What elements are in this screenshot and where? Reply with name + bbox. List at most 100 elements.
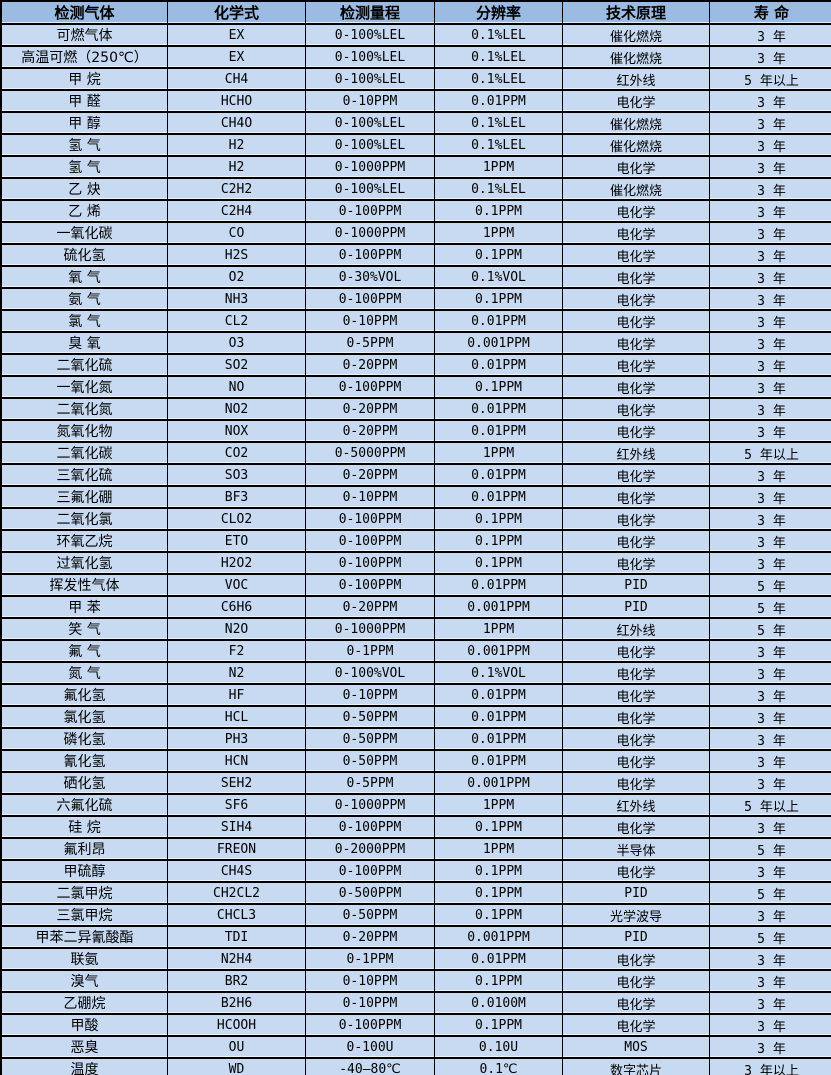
table-cell: 3 年 bbox=[710, 487, 831, 509]
table-cell: 0.01PPM bbox=[435, 399, 563, 421]
table-cell: -40—80℃ bbox=[306, 1059, 435, 1075]
table-cell: 0.1PPM bbox=[435, 1015, 563, 1037]
table-cell: HCL bbox=[168, 707, 306, 729]
table-cell: 硅 烷 bbox=[2, 817, 168, 839]
table-cell: 3 年 bbox=[710, 729, 831, 751]
table-cell: 过氧化氢 bbox=[2, 553, 168, 575]
table-cell: 0-10PPM bbox=[306, 971, 435, 993]
table-cell: N2O bbox=[168, 619, 306, 641]
table-cell: 3 年 bbox=[710, 1015, 831, 1037]
table-row: 二氧化碳 CO2 0-5000PPM 1PPM 红外线 5 年以上 bbox=[2, 443, 831, 465]
table-cell: 二氧化碳 bbox=[2, 443, 168, 465]
table-cell: 0.1%VOL bbox=[435, 663, 563, 685]
table-cell: 0-1000PPM bbox=[306, 795, 435, 817]
table-cell: 3 年 bbox=[710, 905, 831, 927]
table-cell: 1PPM bbox=[435, 443, 563, 465]
table-cell: 0.01PPM bbox=[435, 729, 563, 751]
table-cell: 电化学 bbox=[563, 817, 710, 839]
table-cell: 甲苯二异氰酸酯 bbox=[2, 927, 168, 949]
table-cell: 3 年 bbox=[710, 993, 831, 1015]
table-cell: 0-100PPM bbox=[306, 377, 435, 399]
table-cell: 0.001PPM bbox=[435, 333, 563, 355]
table-cell: 催化燃烧 bbox=[563, 135, 710, 157]
table-cell: 红外线 bbox=[563, 619, 710, 641]
table-cell: 六氟化硫 bbox=[2, 795, 168, 817]
table-cell: 3 年 bbox=[710, 1037, 831, 1059]
table-cell: 3 年 bbox=[710, 135, 831, 157]
table-cell: 联氨 bbox=[2, 949, 168, 971]
table-cell: H2S bbox=[168, 245, 306, 267]
table-cell: 电化学 bbox=[563, 1015, 710, 1037]
table-cell: CH4O bbox=[168, 113, 306, 135]
table-cell: 电化学 bbox=[563, 91, 710, 113]
table-row: 氟 气 F2 0-1PPM 0.001PPM 电化学 3 年 bbox=[2, 641, 831, 663]
table-row: 硅 烷 SIH4 0-100PPM 0.1PPM 电化学 3 年 bbox=[2, 817, 831, 839]
table-cell: 电化学 bbox=[563, 245, 710, 267]
table-cell: 0-100PPM bbox=[306, 1015, 435, 1037]
table-cell: N2H4 bbox=[168, 949, 306, 971]
table-cell: NH3 bbox=[168, 289, 306, 311]
table-cell: 0.001PPM bbox=[435, 597, 563, 619]
table-row: 甲 醛 HCHO 0-10PPM 0.01PPM 电化学 3 年 bbox=[2, 91, 831, 113]
table-cell: H2 bbox=[168, 157, 306, 179]
table-cell: 电化学 bbox=[563, 311, 710, 333]
table-cell: 0.1%LEL bbox=[435, 69, 563, 91]
table-row: 溴气 BR2 0-10PPM 0.1PPM 电化学 3 年 bbox=[2, 971, 831, 993]
table-cell: 0-10PPM bbox=[306, 993, 435, 1015]
table-cell: 氟化氢 bbox=[2, 685, 168, 707]
table-cell: 0-100PPM bbox=[306, 245, 435, 267]
table-cell: 5 年以上 bbox=[710, 443, 831, 465]
table-cell: 0.1%LEL bbox=[435, 113, 563, 135]
table-cell: F2 bbox=[168, 641, 306, 663]
table-cell: 0-1000PPM bbox=[306, 157, 435, 179]
table-cell: 1PPM bbox=[435, 157, 563, 179]
table-cell: 0.01PPM bbox=[435, 91, 563, 113]
table-row: 氢 气 H2 0-100%LEL 0.1%LEL 催化燃烧 3 年 bbox=[2, 135, 831, 157]
table-cell: O3 bbox=[168, 333, 306, 355]
table-cell: 0-10PPM bbox=[306, 311, 435, 333]
table-cell: C2H2 bbox=[168, 179, 306, 201]
table-cell: 三氟化硼 bbox=[2, 487, 168, 509]
table-cell: 0-100U bbox=[306, 1037, 435, 1059]
table-cell: 3 年 bbox=[710, 949, 831, 971]
table-cell: SO3 bbox=[168, 465, 306, 487]
table-row: 乙 炔 C2H2 0-100%LEL 0.1%LEL 催化燃烧 3 年 bbox=[2, 179, 831, 201]
table-cell: NOX bbox=[168, 421, 306, 443]
table-cell: CL2 bbox=[168, 311, 306, 333]
table-row: 硫化氢 H2S 0-100PPM 0.1PPM 电化学 3 年 bbox=[2, 245, 831, 267]
table-cell: BF3 bbox=[168, 487, 306, 509]
table-row: 乙 烯 C2H4 0-100PPM 0.1PPM 电化学 3 年 bbox=[2, 201, 831, 223]
table-cell: 1PPM bbox=[435, 619, 563, 641]
table-cell: 电化学 bbox=[563, 773, 710, 795]
table-cell: 甲酸 bbox=[2, 1015, 168, 1037]
table-cell: 0.1PPM bbox=[435, 289, 563, 311]
table-row: 挥发性气体 VOC 0-100PPM 0.01PPM PID 5 年 bbox=[2, 575, 831, 597]
table-cell: 0.1%LEL bbox=[435, 47, 563, 69]
table-cell: 0-10PPM bbox=[306, 685, 435, 707]
table-row: 二氧化硫 SO2 0-20PPM 0.01PPM 电化学 3 年 bbox=[2, 355, 831, 377]
table-cell: 电化学 bbox=[563, 223, 710, 245]
table-row: 甲 烷 CH4 0-100%LEL 0.1%LEL 红外线 5 年以上 bbox=[2, 69, 831, 91]
table-cell: 3 年以上 bbox=[710, 1059, 831, 1075]
table-cell: PID bbox=[563, 597, 710, 619]
column-header-range: 检测量程 bbox=[306, 2, 435, 25]
table-cell: 0.001PPM bbox=[435, 927, 563, 949]
table-row: 氯化氢 HCL 0-50PPM 0.01PPM 电化学 3 年 bbox=[2, 707, 831, 729]
table-cell: 0.1PPM bbox=[435, 971, 563, 993]
table-cell: 电化学 bbox=[563, 487, 710, 509]
table-cell: 电化学 bbox=[563, 531, 710, 553]
table-cell: 0.01PPM bbox=[435, 487, 563, 509]
table-cell: 0.01PPM bbox=[435, 465, 563, 487]
table-cell: EX bbox=[168, 47, 306, 69]
table-cell: 0-20PPM bbox=[306, 465, 435, 487]
table-row: 甲 醇 CH4O 0-100%LEL 0.1%LEL 催化燃烧 3 年 bbox=[2, 113, 831, 135]
table-cell: 3 年 bbox=[710, 355, 831, 377]
table-cell: 0-10PPM bbox=[306, 91, 435, 113]
table-cell: 5 年以上 bbox=[710, 795, 831, 817]
table-row: 磷化氢 PH3 0-50PPM 0.01PPM 电化学 3 年 bbox=[2, 729, 831, 751]
table-cell: CH2CL2 bbox=[168, 883, 306, 905]
table-row: 氟利昂 FREON 0-2000PPM 1PPM 半导体 5 年 bbox=[2, 839, 831, 861]
table-cell: 二氧化硫 bbox=[2, 355, 168, 377]
column-header-resolution: 分辨率 bbox=[435, 2, 563, 25]
table-cell: 0-100%LEL bbox=[306, 47, 435, 69]
